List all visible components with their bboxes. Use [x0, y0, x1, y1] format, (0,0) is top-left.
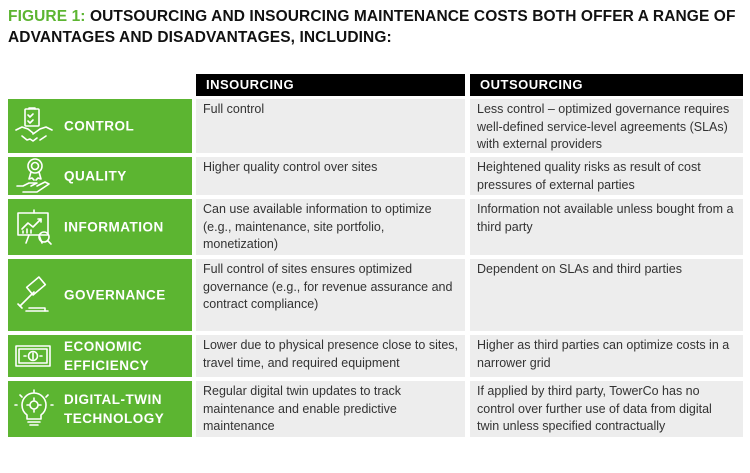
row-label-cell: INFORMATION	[8, 199, 192, 255]
insourcing-cell: Full control of sites ensures optimized …	[196, 259, 465, 331]
figure-label: FIGURE 1:	[8, 8, 86, 25]
row-label: DIGITAL-TWIN TECHNOLOGY	[64, 392, 165, 426]
row-label-cell: DIGITAL-TWIN TECHNOLOGY	[8, 381, 192, 437]
row-label-cell: GOVERNANCE	[8, 259, 192, 331]
outsourcing-cell: Information not available unless bought …	[470, 199, 743, 255]
insourcing-cell: Regular digital twin updates to track ma…	[196, 381, 465, 437]
insourcing-cell: Full control	[196, 99, 465, 153]
row-label-cell: QUALITY	[8, 157, 192, 195]
row-label-cell: CONTROL	[8, 99, 192, 153]
money-bill-icon	[14, 336, 54, 376]
outsourcing-cell: If applied by third party, TowerCo has n…	[470, 381, 743, 437]
outsourcing-cell: Dependent on SLAs and third parties	[470, 259, 743, 331]
figure-title: FIGURE 1: OUTSOURCING AND INSOURCING MAI…	[8, 6, 743, 48]
table-row-information: INFORMATION Can use available informatio…	[8, 199, 743, 255]
insourcing-cell: Higher quality control over sites	[196, 157, 465, 195]
figure-title-text: OUTSOURCING AND INSOURCING MAINTENANCE C…	[8, 8, 736, 46]
handshake-icon	[14, 106, 54, 146]
column-header-outsourcing: OUTSOURCING	[470, 74, 743, 96]
row-label: ECONOMIC EFFICIENCY	[64, 339, 150, 373]
row-label: QUALITY	[64, 168, 127, 184]
lightbulb-gear-icon	[14, 389, 54, 429]
gavel-icon	[14, 275, 54, 315]
row-label-cell: ECONOMIC EFFICIENCY	[8, 335, 192, 377]
row-label: INFORMATION	[64, 219, 164, 235]
column-header-insourcing: INSOURCING	[196, 74, 465, 96]
outsourcing-cell: Less control – optimized governance requ…	[470, 99, 743, 153]
row-label: GOVERNANCE	[64, 287, 166, 303]
table-row-quality: QUALITY Higher quality control over site…	[8, 157, 743, 195]
table-row-control: CONTROL Full control Less control – opti…	[8, 99, 743, 153]
insourcing-cell: Can use available information to optimiz…	[196, 199, 465, 255]
outsourcing-cell: Higher as third parties can optimize cos…	[470, 335, 743, 377]
insourcing-cell: Lower due to physical presence close to …	[196, 335, 465, 377]
table-row-governance: GOVERNANCE Full control of sites ensures…	[8, 259, 743, 331]
row-label: CONTROL	[64, 118, 135, 134]
table-row-digital-twin-technology: DIGITAL-TWIN TECHNOLOGY Regular digital …	[8, 381, 743, 437]
table-row-economic-efficiency: ECONOMIC EFFICIENCY Lower due to physica…	[8, 335, 743, 377]
presentation-chart-icon	[14, 207, 54, 247]
outsourcing-cell: Heightened quality risks as result of co…	[470, 157, 743, 195]
quality-medal-hand-icon	[14, 156, 54, 196]
